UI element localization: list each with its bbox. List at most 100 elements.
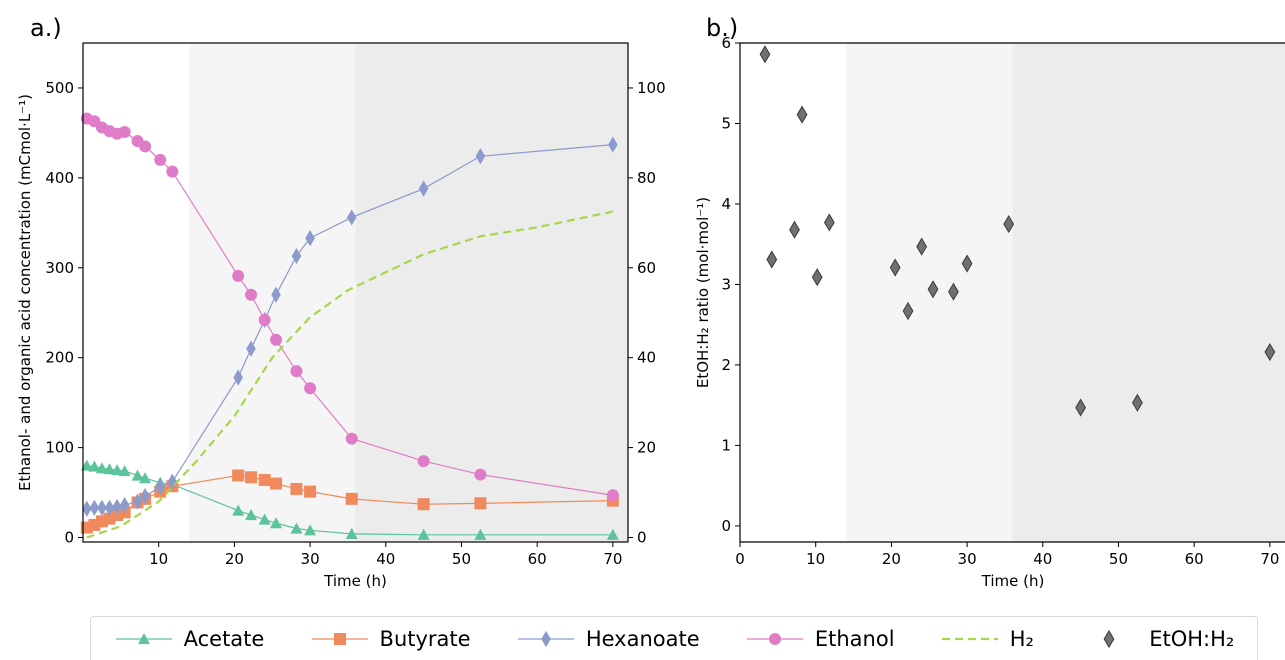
data-point (304, 524, 317, 536)
shaded-region (188, 43, 356, 542)
y-tick-label-left: 300 (45, 259, 74, 277)
data-point (232, 504, 245, 516)
data-point (167, 473, 178, 490)
legend-swatch (941, 637, 998, 640)
x-tick-label: 40 (1033, 550, 1052, 568)
data-point (417, 498, 430, 511)
data-point (606, 528, 619, 540)
data-point (290, 482, 303, 495)
x-tick-label: 70 (603, 550, 622, 568)
legend-marker (1103, 629, 1115, 648)
data-point (95, 462, 108, 474)
y-axis-label: Ethanol- and organic acid concentration … (16, 94, 34, 491)
legend-swatch (517, 630, 574, 647)
data-point (140, 488, 150, 505)
data-point (916, 237, 928, 256)
data-point (889, 258, 901, 277)
legend: Acetate Butyrate Hexanoate Ethanol H₂ EtOH:H₂ (90, 616, 1258, 660)
y-tick-label-right: 20 (637, 439, 656, 457)
data-point (270, 333, 283, 346)
legend-label: H₂ (1009, 626, 1034, 651)
y-tick-label-right: 60 (637, 259, 656, 277)
legend-label: Acetate (183, 626, 265, 651)
data-point (104, 499, 115, 516)
legend-item-acetate: Acetate (114, 626, 265, 651)
data-point (290, 522, 303, 534)
legend-item-etohh: EtOH:H₂ (1079, 627, 1234, 651)
panel-a: 10 20 30 40 50 60 70 0 100 200 300 400 500 0 20 40 60 80 1… (16, 14, 666, 590)
x-tick-label: 20 (882, 550, 901, 568)
y-tick-label-right: 40 (637, 349, 656, 367)
shaded-region (1012, 43, 1285, 542)
data-point (270, 477, 283, 490)
data-point (291, 247, 302, 265)
legend-label: Butyrate (379, 626, 471, 651)
data-point (474, 497, 487, 510)
y-tick-label-left: 0 (64, 529, 74, 547)
y-tick-label: 5 (721, 114, 731, 132)
data-point (759, 45, 771, 64)
panel-label: b.) (706, 14, 738, 42)
data-point (345, 492, 358, 505)
data-point (902, 301, 914, 321)
legend-swatch (1103, 629, 1115, 648)
data-point (81, 500, 92, 517)
data-point (811, 268, 823, 287)
data-point (474, 528, 487, 540)
data-point (88, 460, 101, 472)
data-point (89, 499, 100, 516)
x-tick-label: 50 (452, 550, 471, 568)
legend-marker (333, 632, 346, 645)
x-tick-label: 0 (735, 550, 745, 568)
data-point (1075, 398, 1087, 417)
x-tick-label: 10 (806, 550, 825, 568)
data-point (304, 382, 317, 395)
x-axis-label: Time (h) (981, 572, 1045, 590)
panel-label: a.) (30, 14, 62, 42)
legend-label: Ethanol (814, 626, 895, 651)
data-point (948, 282, 959, 301)
y-tick-label: 2 (721, 356, 731, 374)
plot-frame (82, 42, 629, 543)
y-tick-label-right: 100 (637, 79, 666, 97)
data-point (796, 105, 808, 124)
legend-item-hexanoate: Hexanoate (516, 627, 700, 651)
data-point (346, 209, 357, 226)
data-point (232, 269, 245, 282)
data-point (132, 493, 143, 510)
legend-swatch (311, 632, 368, 645)
y-tick-label-left: 100 (45, 439, 74, 457)
data-point (131, 469, 144, 481)
data-point (245, 471, 258, 484)
data-point (606, 489, 619, 502)
data-point (1003, 215, 1015, 234)
x-tick-label: 30 (301, 550, 320, 568)
figure: 10 20 30 40 50 60 7001002003004005000204060801… (16, 14, 1285, 590)
legend-marker (137, 632, 150, 644)
y-tick-label-left: 400 (45, 169, 74, 187)
data-point (305, 230, 315, 247)
panel-b: 0 10 20 30 40 50 60 70 0 1 2 3 4 5 6 Time (h) EtOH:H₂ ra… (694, 14, 1285, 590)
x-axis-label: Time (h) (323, 572, 387, 590)
data-point (118, 126, 131, 139)
data-point (608, 136, 618, 153)
data-point (474, 468, 487, 481)
legend-item-ethanol: Ethanol (745, 627, 895, 651)
legend-item-butyrate: Butyrate (310, 627, 471, 651)
data-point (270, 517, 283, 529)
x-tick-label: 60 (528, 550, 547, 568)
data-point (345, 432, 358, 445)
y-tick-label: 3 (721, 275, 731, 293)
data-point (417, 455, 430, 468)
y-tick-label-right: 0 (637, 529, 647, 547)
legend-label: EtOH:H₂ (1149, 626, 1235, 651)
data-point (97, 499, 107, 516)
data-point (80, 459, 93, 471)
shaded-region (355, 43, 628, 542)
data-point (118, 464, 131, 477)
data-point (111, 464, 124, 476)
data-point (271, 286, 281, 303)
data-point (823, 213, 835, 232)
x-tick-label: 10 (149, 550, 168, 568)
data-point (246, 340, 256, 357)
